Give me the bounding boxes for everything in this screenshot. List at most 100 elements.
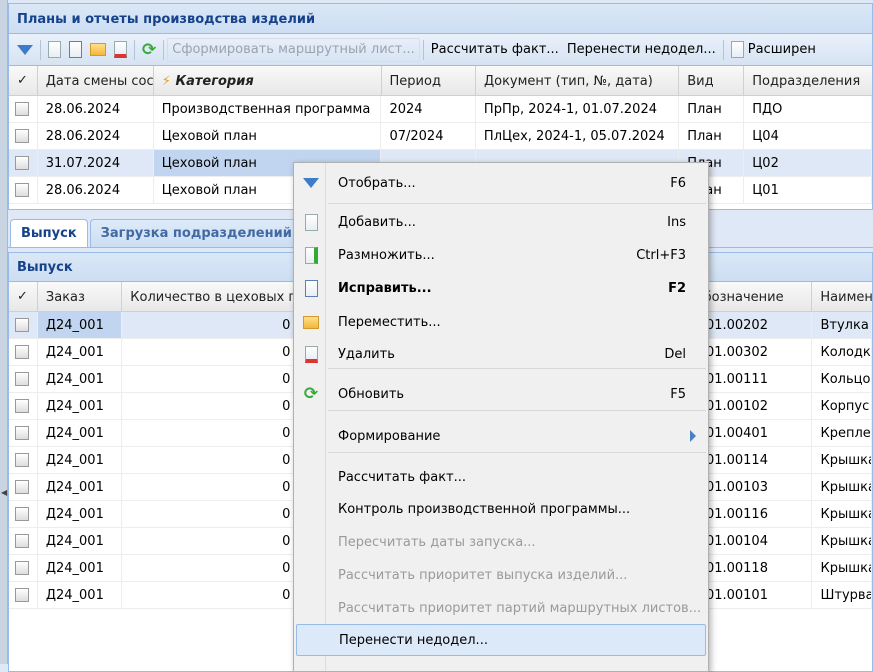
checkbox[interactable] [15, 453, 29, 467]
menu-item-1[interactable]: Добавить... Ins [296, 206, 706, 238]
menu-item-shortcut: Del [664, 346, 686, 362]
add-button[interactable] [44, 38, 65, 62]
col-date[interactable]: Дата смены сост [38, 66, 154, 95]
tab-dept-load[interactable]: Загрузка подразделений [89, 219, 303, 247]
menu-item-5[interactable]: Удалить Del [296, 338, 706, 370]
row-checkbox[interactable] [9, 150, 38, 176]
col-order[interactable]: Заказ [38, 282, 123, 311]
table-row[interactable]: 28.06.2024 Цеховой план 07/2024 ПлЦех, 2024… [9, 123, 872, 150]
cell-code: 001.00401 [686, 420, 813, 446]
row-checkbox[interactable] [9, 420, 38, 446]
row-checkbox[interactable] [9, 393, 38, 419]
left-collapse-strip[interactable]: ◀ [0, 0, 8, 664]
cell-order: Д24_001 [38, 420, 123, 446]
col-kind[interactable]: Вид [679, 66, 745, 95]
cell-date: 28.06.2024 [38, 177, 154, 203]
menu-item-shortcut: Ctrl+F3 [636, 247, 686, 263]
row-checkbox[interactable] [9, 339, 38, 365]
cell-doc: ПрПр, 2024-1, 01.07.2024 [476, 96, 680, 122]
delete-button[interactable] [110, 38, 131, 62]
menu-item-10[interactable]: Пересчитать даты запуска... [296, 526, 706, 558]
menu-item-8[interactable]: Рассчитать факт... [296, 461, 706, 493]
menu-item-0[interactable]: Отобрать... F6 [296, 167, 706, 199]
tab-output[interactable]: Выпуск [10, 219, 88, 247]
menu-item-12[interactable]: Рассчитать приоритет партий маршрутных л… [296, 592, 706, 624]
col-period[interactable]: Период [382, 66, 476, 95]
settings-doc-icon [730, 41, 744, 58]
checkbox[interactable] [15, 345, 29, 359]
row-checkbox[interactable] [9, 447, 38, 473]
menu-item-7[interactable]: Формирование [296, 420, 706, 452]
checkbox[interactable] [15, 318, 29, 332]
row-checkbox[interactable] [9, 366, 38, 392]
col-document[interactable]: Документ (тип, №, дата) [476, 66, 680, 95]
menu-item-label: Обновить [338, 386, 405, 402]
checkbox[interactable] [15, 156, 29, 170]
cell-name: Крышка [812, 528, 873, 554]
checkbox[interactable] [15, 588, 29, 602]
row-checkbox[interactable] [9, 555, 38, 581]
menu-item-2[interactable]: Размножить... Ctrl+F3 [296, 239, 706, 271]
cell-dept: Ц02 [744, 150, 872, 176]
checkbox[interactable] [15, 480, 29, 494]
menu-item-3[interactable]: Исправить... F2 [296, 272, 706, 304]
menu-item-label: Отобрать... [338, 175, 416, 191]
cell-name: Колодк [812, 339, 873, 365]
cell-order: Д24_001 [38, 447, 123, 473]
select-all-header[interactable]: ✓ [9, 282, 38, 311]
filter-button[interactable] [13, 38, 37, 62]
checkbox[interactable] [15, 372, 29, 386]
checkbox[interactable] [15, 534, 29, 548]
create-route-sheet-button[interactable]: Сформировать маршрутный лист... [167, 37, 420, 62]
checkbox[interactable] [15, 426, 29, 440]
checkbox[interactable] [15, 129, 29, 143]
cell-code: 001.00101 [686, 582, 813, 608]
cell-order: Д24_001 [38, 393, 123, 419]
row-checkbox[interactable] [9, 96, 38, 122]
menu-item-6[interactable]: ⟳ Обновить F5 [296, 378, 706, 410]
toolbar: ⟳ Сформировать маршрутный лист... Рассчи… [9, 34, 872, 66]
menu-item-label: Перенести недодел... [339, 632, 488, 648]
row-checkbox[interactable] [9, 312, 38, 338]
col-name[interactable]: Наимен [820, 290, 872, 305]
menu-item-11[interactable]: Рассчитать приоритет выпуска изделий... [296, 559, 706, 591]
table-row[interactable]: Д24_001 0 001.00111 Кольцо [9, 366, 873, 393]
cell-code: 001.00302 [686, 339, 813, 365]
row-checkbox[interactable] [9, 582, 38, 608]
move-button[interactable] [86, 38, 110, 62]
menu-item-label: Переместить... [338, 314, 441, 330]
cell-date: 28.06.2024 [38, 123, 154, 149]
col-code[interactable]: Обозначение [685, 282, 813, 311]
row-checkbox[interactable] [9, 474, 38, 500]
checkbox[interactable] [15, 102, 29, 116]
cell-name: Крышка [812, 447, 873, 473]
col-category[interactable]: ⚡ Категория [154, 66, 382, 95]
refresh-button[interactable]: ⟳ [138, 38, 160, 62]
row-checkbox[interactable] [9, 501, 38, 527]
menu-item-9[interactable]: Контроль производственной программы... [296, 493, 706, 525]
cell-dept: ПДО [744, 96, 872, 122]
checkbox[interactable] [15, 399, 29, 413]
cell-dept: Ц01 [744, 177, 872, 203]
calc-fact-button[interactable]: Рассчитать факт... [430, 42, 559, 57]
col-dept[interactable]: Подразделения [752, 74, 861, 89]
transfer-button[interactable]: Перенести недодел... [566, 42, 716, 57]
row-checkbox[interactable] [9, 528, 38, 554]
cell-category: Производственная программа [154, 96, 382, 122]
cell-code: 001.00102 [686, 393, 813, 419]
expand-arrow-icon[interactable]: ◀ [1, 488, 8, 497]
edit-button[interactable] [65, 38, 86, 62]
delete-icon [296, 345, 326, 363]
checkbox[interactable] [15, 507, 29, 521]
table-row[interactable]: 28.06.2024 Производственная программа 2024… [9, 96, 872, 123]
menu-item-13[interactable]: Перенести недодел... [296, 624, 706, 656]
row-checkbox[interactable] [9, 123, 38, 149]
duplicate-icon [296, 246, 326, 264]
row-checkbox[interactable] [9, 177, 38, 203]
checkbox[interactable] [15, 183, 29, 197]
menu-item-label: Контроль производственной программы... [338, 501, 631, 517]
checkbox[interactable] [15, 561, 29, 575]
menu-item-4[interactable]: Переместить... [296, 306, 706, 338]
select-all-header[interactable]: ✓ [9, 66, 38, 95]
extended-button[interactable]: Расширен [727, 38, 820, 62]
